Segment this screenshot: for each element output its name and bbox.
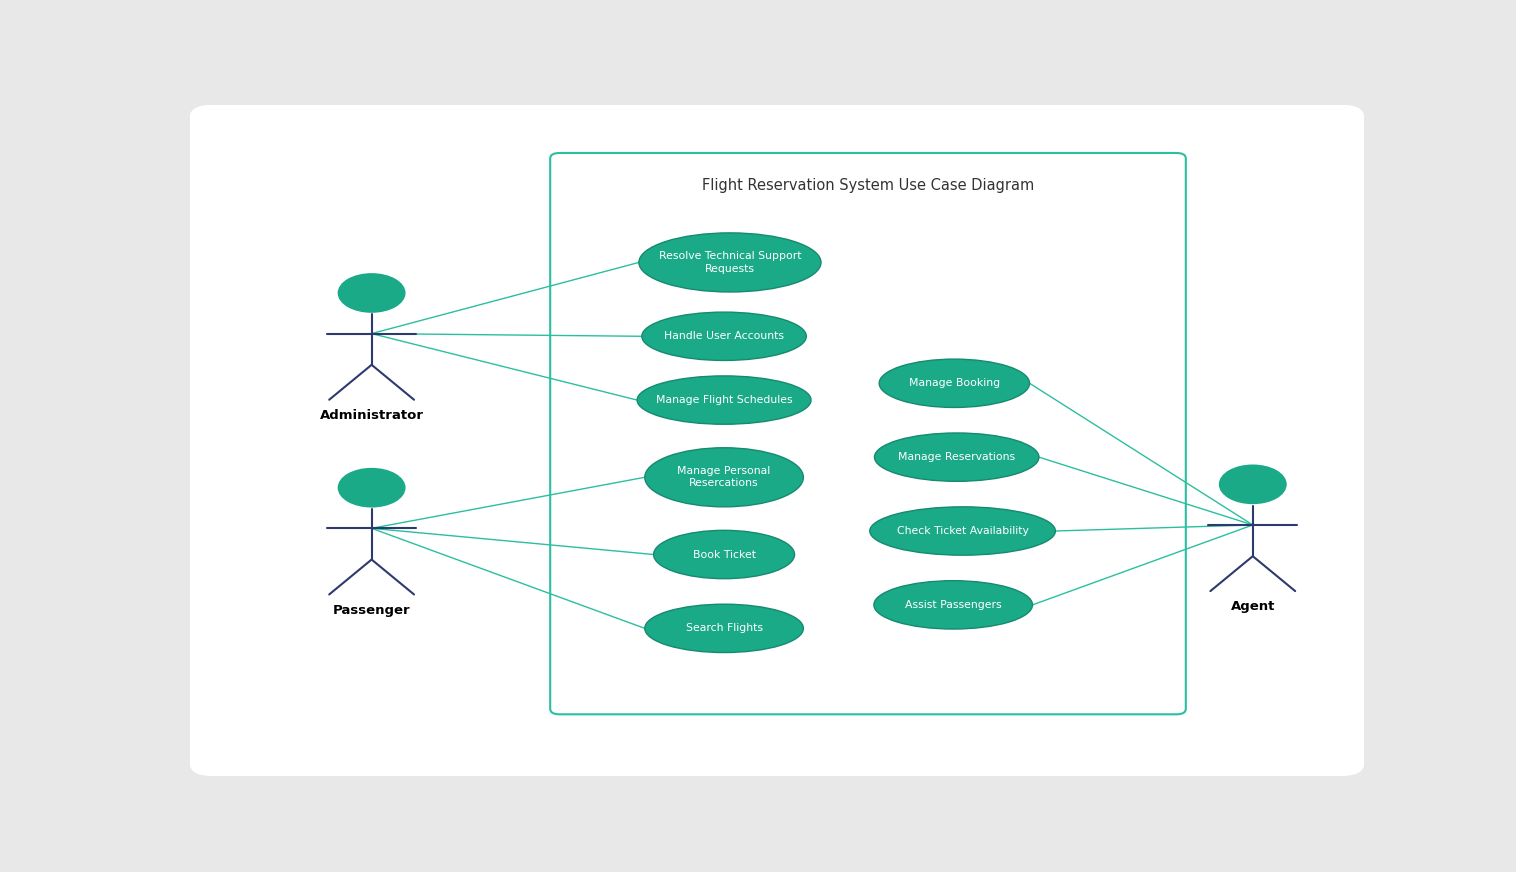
Text: Resolve Technical Support
Requests: Resolve Technical Support Requests	[659, 251, 800, 274]
Text: Handle User Accounts: Handle User Accounts	[664, 331, 784, 341]
FancyBboxPatch shape	[190, 105, 1364, 776]
Text: Search Flights: Search Flights	[685, 623, 763, 633]
Text: Manage Booking: Manage Booking	[908, 378, 1001, 388]
Ellipse shape	[879, 359, 1029, 407]
Ellipse shape	[653, 530, 794, 579]
Text: Agent: Agent	[1231, 600, 1275, 613]
Circle shape	[338, 274, 405, 312]
Ellipse shape	[644, 604, 803, 652]
Circle shape	[338, 469, 405, 507]
Text: Book Ticket: Book Ticket	[693, 549, 755, 560]
Circle shape	[1220, 466, 1286, 503]
Ellipse shape	[641, 312, 807, 360]
Ellipse shape	[870, 507, 1055, 555]
Ellipse shape	[644, 447, 803, 507]
Ellipse shape	[875, 433, 1038, 481]
FancyBboxPatch shape	[550, 153, 1186, 714]
Text: Assist Passengers: Assist Passengers	[905, 600, 1002, 610]
Ellipse shape	[637, 376, 811, 425]
Text: Administrator: Administrator	[320, 409, 423, 422]
Text: Flight Reservation System Use Case Diagram: Flight Reservation System Use Case Diagr…	[702, 179, 1034, 194]
Text: Check Ticket Availability: Check Ticket Availability	[896, 526, 1028, 536]
Text: Manage Reservations: Manage Reservations	[897, 453, 1016, 462]
Ellipse shape	[638, 233, 822, 292]
Text: Passenger: Passenger	[334, 603, 411, 617]
Text: Manage Personal
Resercations: Manage Personal Resercations	[678, 467, 770, 488]
Ellipse shape	[873, 581, 1032, 629]
Text: Manage Flight Schedules: Manage Flight Schedules	[656, 395, 793, 405]
